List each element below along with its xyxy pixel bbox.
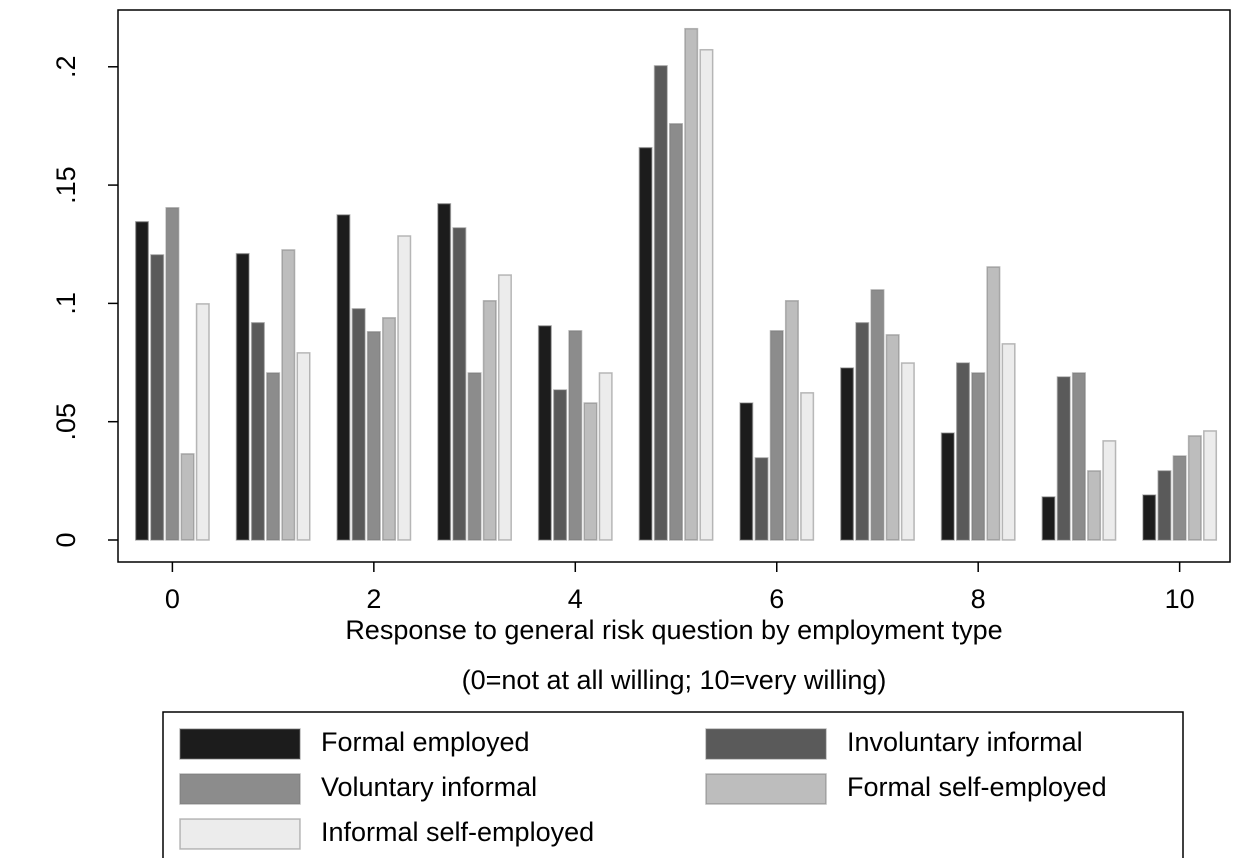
plot-frame xyxy=(117,9,1231,563)
x-tick-label: 6 xyxy=(769,584,784,614)
bar xyxy=(553,389,568,541)
x-tick-label: 8 xyxy=(971,584,986,614)
bar xyxy=(754,457,769,541)
legend-label: Involuntary informal xyxy=(847,727,1083,757)
legend-swatch xyxy=(179,728,301,760)
bar xyxy=(1157,470,1172,541)
bar xyxy=(1071,372,1086,541)
bar xyxy=(568,330,583,541)
bar xyxy=(537,325,552,541)
bar xyxy=(653,65,668,541)
legend-swatch xyxy=(179,818,301,850)
bar xyxy=(336,214,351,541)
bar xyxy=(1041,496,1056,541)
bar xyxy=(870,289,885,541)
bar xyxy=(684,27,699,541)
bar xyxy=(840,367,855,541)
bar xyxy=(739,402,754,541)
bar xyxy=(165,207,180,541)
bar xyxy=(296,352,311,541)
bar xyxy=(150,254,165,541)
bar xyxy=(351,308,366,541)
y-tick-label: .15 xyxy=(51,166,81,204)
bar xyxy=(235,252,250,541)
bar xyxy=(1087,470,1102,541)
bar xyxy=(955,362,970,541)
x-tick-label: 2 xyxy=(366,584,381,614)
legend-box xyxy=(162,711,1184,858)
y-tick-label: .1 xyxy=(51,292,81,315)
x-axis-note: (0=not at all willing; 10=very willing) xyxy=(462,665,887,695)
bar xyxy=(382,317,397,541)
bar xyxy=(769,330,784,541)
legend-label: Voluntary informal xyxy=(321,772,537,802)
bar xyxy=(266,372,281,541)
bar xyxy=(638,146,653,541)
bar xyxy=(855,322,870,541)
x-tick-label: 0 xyxy=(165,584,180,614)
bar xyxy=(1142,494,1157,541)
y-tick-label: .2 xyxy=(51,56,81,79)
bar xyxy=(366,331,381,541)
bar xyxy=(669,123,684,541)
bar xyxy=(1172,455,1187,541)
bar xyxy=(1203,430,1218,541)
bar xyxy=(900,362,915,541)
bar xyxy=(467,372,482,541)
bar xyxy=(800,392,815,541)
bar xyxy=(583,402,598,541)
bar xyxy=(986,266,1001,541)
legend-label: Formal employed xyxy=(321,727,530,757)
bar xyxy=(1102,440,1117,541)
bar xyxy=(598,372,613,541)
bar xyxy=(1187,435,1202,541)
bar xyxy=(397,235,412,541)
legend-swatch xyxy=(705,773,827,805)
bar xyxy=(940,432,955,541)
bar xyxy=(180,453,195,541)
legend-label: Informal self-employed xyxy=(321,817,594,847)
bar xyxy=(699,48,714,541)
legend-swatch xyxy=(179,773,301,805)
y-tick-label: .05 xyxy=(51,403,81,441)
x-axis-label: Response to general risk question by emp… xyxy=(345,615,1002,645)
bar xyxy=(1056,376,1071,541)
bar xyxy=(437,203,452,541)
bar xyxy=(1001,343,1016,541)
y-tick-label: 0 xyxy=(51,532,81,547)
legend-swatch xyxy=(705,728,827,760)
bar xyxy=(784,300,799,541)
bar xyxy=(885,334,900,541)
bar xyxy=(250,322,265,541)
bar xyxy=(281,249,296,541)
legend-label: Formal self-employed xyxy=(847,772,1107,802)
bar xyxy=(134,221,149,541)
x-tick-label: 4 xyxy=(568,584,583,614)
x-tick-label: 10 xyxy=(1165,584,1195,614)
bar xyxy=(482,300,497,541)
bar xyxy=(195,303,210,541)
bar xyxy=(971,372,986,541)
bar xyxy=(497,274,512,541)
bar xyxy=(452,227,467,541)
